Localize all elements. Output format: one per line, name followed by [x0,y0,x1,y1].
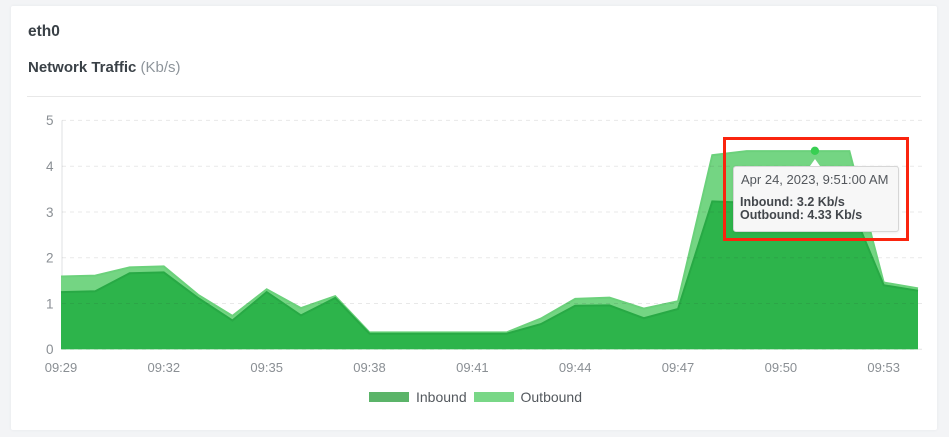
svg-text:09:47: 09:47 [662,360,695,375]
svg-text:3: 3 [46,205,54,220]
svg-text:1: 1 [46,296,54,311]
svg-text:09:53: 09:53 [867,360,900,375]
svg-text:09:44: 09:44 [559,360,592,375]
svg-text:09:50: 09:50 [765,360,798,375]
svg-text:2: 2 [46,251,54,266]
svg-text:09:35: 09:35 [250,360,283,375]
svg-text:5: 5 [46,113,54,128]
svg-text:09:41: 09:41 [456,360,489,375]
svg-text:09:38: 09:38 [353,360,386,375]
svg-text:4: 4 [46,159,54,174]
svg-text:09:32: 09:32 [148,360,181,375]
svg-text:09:29: 09:29 [45,360,78,375]
svg-text:0: 0 [46,342,54,357]
